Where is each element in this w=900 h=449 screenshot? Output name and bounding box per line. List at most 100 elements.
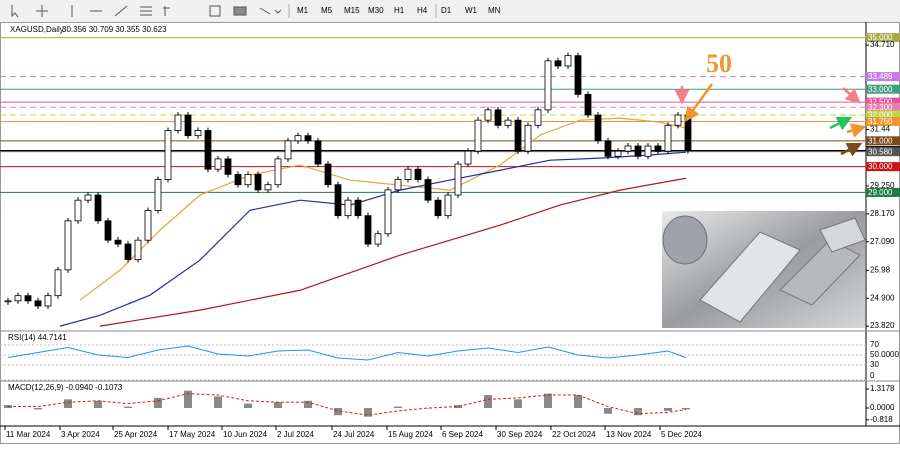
level-label-box: [866, 136, 900, 146]
timeframe-button[interactable]: H1: [394, 6, 405, 15]
macd-panel: 1.3178 0.0000 -0.818: [4, 384, 895, 424]
level-label: 32.000: [868, 111, 893, 120]
x-tick-label: 17 May 2024: [169, 430, 216, 439]
macd-bar: [64, 399, 72, 409]
y-tick-label: 24.900: [870, 293, 895, 302]
macd-bar: [184, 390, 192, 409]
candle: [184, 114, 192, 137]
macd-label: MACD(12,26,9) -0.0940 -0.1073: [8, 383, 123, 392]
macd-bar: [424, 408, 432, 409]
candle: [284, 140, 292, 160]
macd-tick-label: 0.0000: [870, 403, 895, 412]
y-tick-label: 31.44: [870, 125, 891, 134]
macd-bar: [604, 408, 612, 414]
macd-bar: [454, 405, 462, 409]
candle: [84, 194, 92, 201]
candle: [634, 145, 642, 157]
level-label: 32.300: [868, 103, 893, 112]
level-label-box: [866, 33, 900, 43]
candle: [214, 158, 222, 170]
candle: [414, 168, 422, 180]
arrow: [846, 123, 867, 138]
macd-bar: [124, 406, 132, 409]
macd-bar: [214, 396, 222, 409]
candle: [684, 114, 692, 151]
candle: [614, 150, 622, 157]
x-tick-label: 30 Sep 2024: [497, 430, 543, 439]
candle: [654, 145, 662, 152]
shapes-tool[interactable]: [209, 5, 221, 17]
candle: [104, 220, 112, 241]
timeframe-button[interactable]: M1: [297, 6, 309, 15]
candle: [34, 300, 42, 307]
macd-bar: [514, 399, 522, 409]
trendline-tool[interactable]: [114, 5, 128, 17]
candle: [594, 114, 602, 142]
candle: [374, 233, 382, 245]
level-label-box: [866, 97, 900, 107]
y-tick-label: 29.250: [870, 181, 895, 190]
candle: [94, 194, 102, 222]
candle: [114, 239, 122, 245]
candle: [464, 150, 472, 165]
fibo-tool[interactable]: [140, 6, 152, 16]
candle: [494, 109, 502, 126]
level-label: 31.750: [868, 117, 893, 126]
macd-bar: [34, 408, 42, 410]
candle: [24, 295, 32, 302]
candle: [474, 119, 482, 152]
level-label: 31.000: [868, 136, 893, 145]
timeframe-button[interactable]: D1: [441, 6, 452, 15]
level-label-box: [866, 102, 900, 112]
candle: [674, 114, 682, 126]
macd-bar: [364, 408, 372, 417]
timeframe-button[interactable]: W1: [465, 6, 478, 15]
macd-bar: [634, 408, 642, 416]
rsi-tick-label: 0: [870, 371, 875, 380]
x-tick-label: 25 Apr 2024: [114, 430, 158, 439]
arrow: [840, 142, 863, 157]
level-label-box: [866, 110, 900, 120]
candle: [324, 163, 332, 186]
macd-bar: [304, 400, 312, 409]
candle: [404, 168, 412, 180]
macd-bar: [484, 395, 492, 409]
timeframe-button[interactable]: M15: [344, 6, 360, 15]
candle: [254, 173, 262, 191]
timeframe-button[interactable]: H4: [417, 6, 428, 15]
timeframe-button[interactable]: M30: [368, 6, 384, 15]
candle: [174, 114, 182, 131]
rsi-line: [7, 345, 687, 361]
text-tool[interactable]: [163, 6, 170, 16]
silver-image: [662, 211, 866, 328]
y-tick-label: 25.98: [870, 265, 891, 274]
crosshair-tool[interactable]: [36, 5, 48, 17]
chart-quote: 30.356 30.709 30.355 30.623: [62, 25, 167, 34]
level-label-box: [866, 147, 900, 157]
rsi-tick-label: 70: [870, 340, 879, 349]
cursor-tool[interactable]: [11, 5, 19, 18]
arrow: [829, 116, 853, 131]
level-label-box: [866, 84, 900, 94]
candle: [664, 124, 672, 152]
candle: [574, 55, 582, 95]
candle: [534, 109, 542, 126]
macd-bar: [682, 408, 690, 410]
candle: [544, 60, 552, 111]
arrows: [674, 83, 867, 157]
price-panel: [0, 37, 866, 327]
macd-bar: [334, 408, 342, 416]
objects-menu[interactable]: [259, 7, 282, 15]
x-tick-label: 3 Apr 2024: [61, 430, 100, 439]
timeframe-button[interactable]: MN: [488, 6, 501, 15]
level-label: 33.000: [868, 85, 893, 94]
candle: [334, 184, 342, 217]
color-tool[interactable]: [233, 6, 247, 16]
candle: [304, 135, 312, 142]
candle: [354, 199, 362, 217]
timeframe-button[interactable]: M5: [321, 6, 333, 15]
candle: [504, 119, 512, 126]
